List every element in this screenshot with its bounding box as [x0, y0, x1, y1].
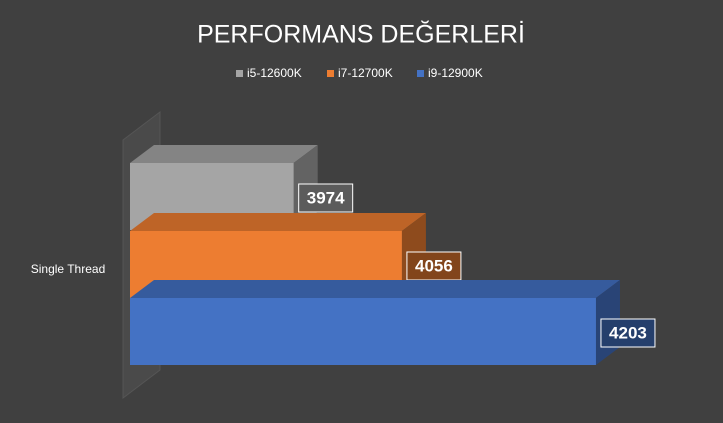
- bar-top: [130, 213, 426, 231]
- value-label: 4203: [609, 323, 647, 342]
- legend-label: i5-12600K: [247, 66, 302, 80]
- bar: [130, 298, 596, 365]
- legend-label: i7-12700K: [338, 66, 393, 80]
- value-label-box: [298, 183, 354, 213]
- chart-title: PERFORMANS DEĞERLERİ: [197, 20, 525, 49]
- legend-swatch: [236, 70, 243, 77]
- category-label: Single Thread: [31, 262, 106, 276]
- bar-top: [130, 145, 318, 163]
- legend-swatch: [327, 70, 334, 77]
- value-label-box: [600, 318, 656, 348]
- legend-swatch: [417, 70, 424, 77]
- value-label: 4056: [415, 256, 453, 275]
- bar-top: [130, 280, 620, 298]
- value-label-box: [406, 251, 462, 281]
- value-label: 3974: [307, 188, 345, 207]
- legend-label: i9-12900K: [428, 66, 483, 80]
